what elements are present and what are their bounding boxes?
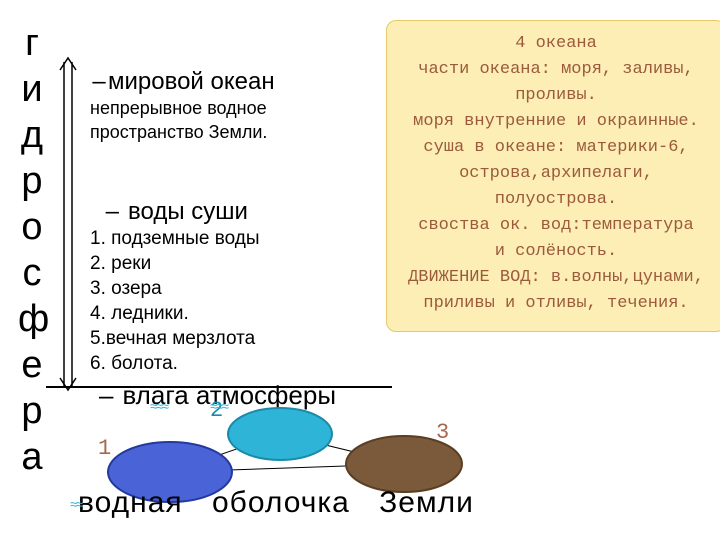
bottom-caption: водная оболочка Земли — [78, 486, 474, 520]
bracket-arrow — [58, 54, 80, 394]
squiggle-decoration: ≈≈≈ — [210, 398, 227, 414]
infobox-line: ДВИЖЕНИЕ ВОД: в.волны,цунами, — [401, 265, 711, 291]
section-ocean: –мировой океан непрерывное водное простр… — [90, 68, 275, 144]
section-land-waters: – воды суши 1. подземные воды 2. реки 3.… — [90, 198, 260, 376]
infobox-line: приливы и отливы, течения. — [401, 291, 711, 317]
infobox-line: проливы. — [401, 83, 711, 109]
section-ocean-title: –мировой океан — [90, 68, 275, 96]
infobox-line: острова,архипелаги, — [401, 161, 711, 187]
ocean-facts-box: 4 океаначасти океана: моря, заливы,проли… — [386, 20, 720, 332]
section-land-waters-list: 1. подземные воды 2. реки 3. озера 4. ле… — [90, 226, 260, 376]
squiggle-decoration: ≈≈ — [70, 496, 81, 512]
infobox-line: суша в океане: материки-6, — [401, 135, 711, 161]
diagram-node — [228, 408, 332, 460]
section-ocean-subtitle: непрерывное водное пространство Земли. — [90, 96, 275, 144]
infobox-line: своства ок. вод:температура — [401, 213, 711, 239]
diagram-node-label: 1 — [98, 436, 111, 461]
infobox-line: моря внутренние и окраинные. — [401, 109, 711, 135]
infobox-line: полуострова. — [401, 187, 711, 213]
infobox-line: части океана: моря, заливы, — [401, 57, 711, 83]
diagram-node-label: 3 — [436, 420, 449, 445]
squiggle-decoration: ≈≈≈ — [150, 398, 167, 414]
infobox-line: и солёность. — [401, 239, 711, 265]
infobox-line: 4 океана — [401, 31, 711, 57]
vertical-title: гидросфера — [18, 20, 46, 480]
section-land-waters-title: – воды суши — [90, 198, 260, 226]
